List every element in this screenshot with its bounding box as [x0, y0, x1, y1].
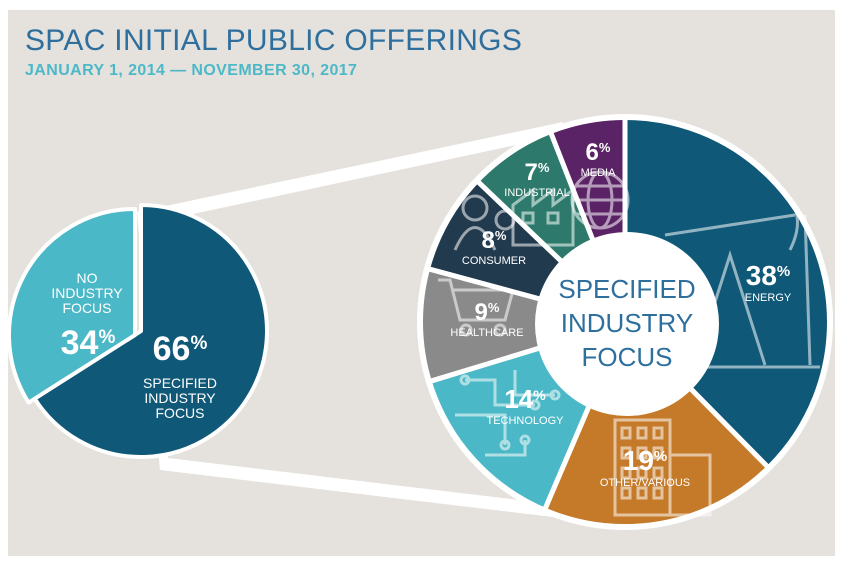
small-pie-label-no-focus-line: NO	[77, 270, 98, 286]
small-pie	[7, 203, 269, 459]
circuit-icon	[455, 370, 561, 457]
large-pie-label-energy: ENERGY	[745, 292, 792, 304]
small-pie-label-specified-line: FOCUS	[156, 405, 205, 421]
large-pie-label-other-various: OTHER/VARIOUS	[600, 477, 690, 489]
large-pie-label-technology: TECHNOLOGY	[486, 415, 564, 427]
large-pie-label-media: MEDIA	[581, 167, 617, 179]
large-pie-pct-healthcare: 9%	[475, 299, 500, 326]
building-icon	[613, 418, 712, 517]
large-pie-pct-media: 6%	[586, 139, 611, 166]
chart-title: SPAC INITIAL PUBLIC OFFERINGS	[25, 24, 523, 57]
small-pie-pct-specified: 66%	[153, 330, 208, 368]
large-pie-pct-other-various: 19%	[623, 445, 668, 476]
small-pie-label-specified-line: INDUSTRY	[144, 390, 216, 406]
people-icon	[453, 194, 516, 251]
large-pie-label-consumer: CONSUMER	[462, 255, 526, 267]
small-pie-pct-no-focus: 34%	[61, 324, 116, 362]
large-pie-label-healthcare: HEALTHCARE	[450, 327, 523, 339]
large-pie-outline	[417, 114, 833, 530]
large-pie-pct-energy: 38%	[746, 260, 791, 291]
chart-subtitle: JANUARY 1, 2014 — NOVEMBER 30, 2017	[25, 62, 358, 79]
large-pie-center-label-line: INDUSTRY	[561, 308, 693, 338]
large-pie-center-label-line: FOCUS	[582, 342, 673, 372]
factory-icon	[511, 187, 575, 247]
large-pie-pct-consumer: 8%	[482, 227, 507, 254]
small-pie-label-specified-line: SPECIFIED	[143, 375, 217, 391]
globe-icon	[570, 170, 630, 230]
small-pie-slice-no-industry-focus	[7, 207, 137, 405]
small-pie-label-no-focus-line: FOCUS	[63, 300, 112, 316]
large-pie-pct-industrial: 7%	[525, 159, 550, 186]
large-pie-center-label-line: SPECIFIED	[558, 274, 695, 304]
small-pie-label-no-focus-line: INDUSTRY	[51, 285, 123, 301]
large-pie-center	[535, 232, 719, 416]
large-pie-pct-technology: 14%	[504, 384, 546, 414]
oil-pump-icon	[664, 199, 820, 369]
large-pie	[417, 114, 833, 530]
small-pie-slice-specified-industry-focus	[32, 203, 269, 459]
large-pie-label-industrial: INDUSTRIAL	[504, 187, 569, 199]
